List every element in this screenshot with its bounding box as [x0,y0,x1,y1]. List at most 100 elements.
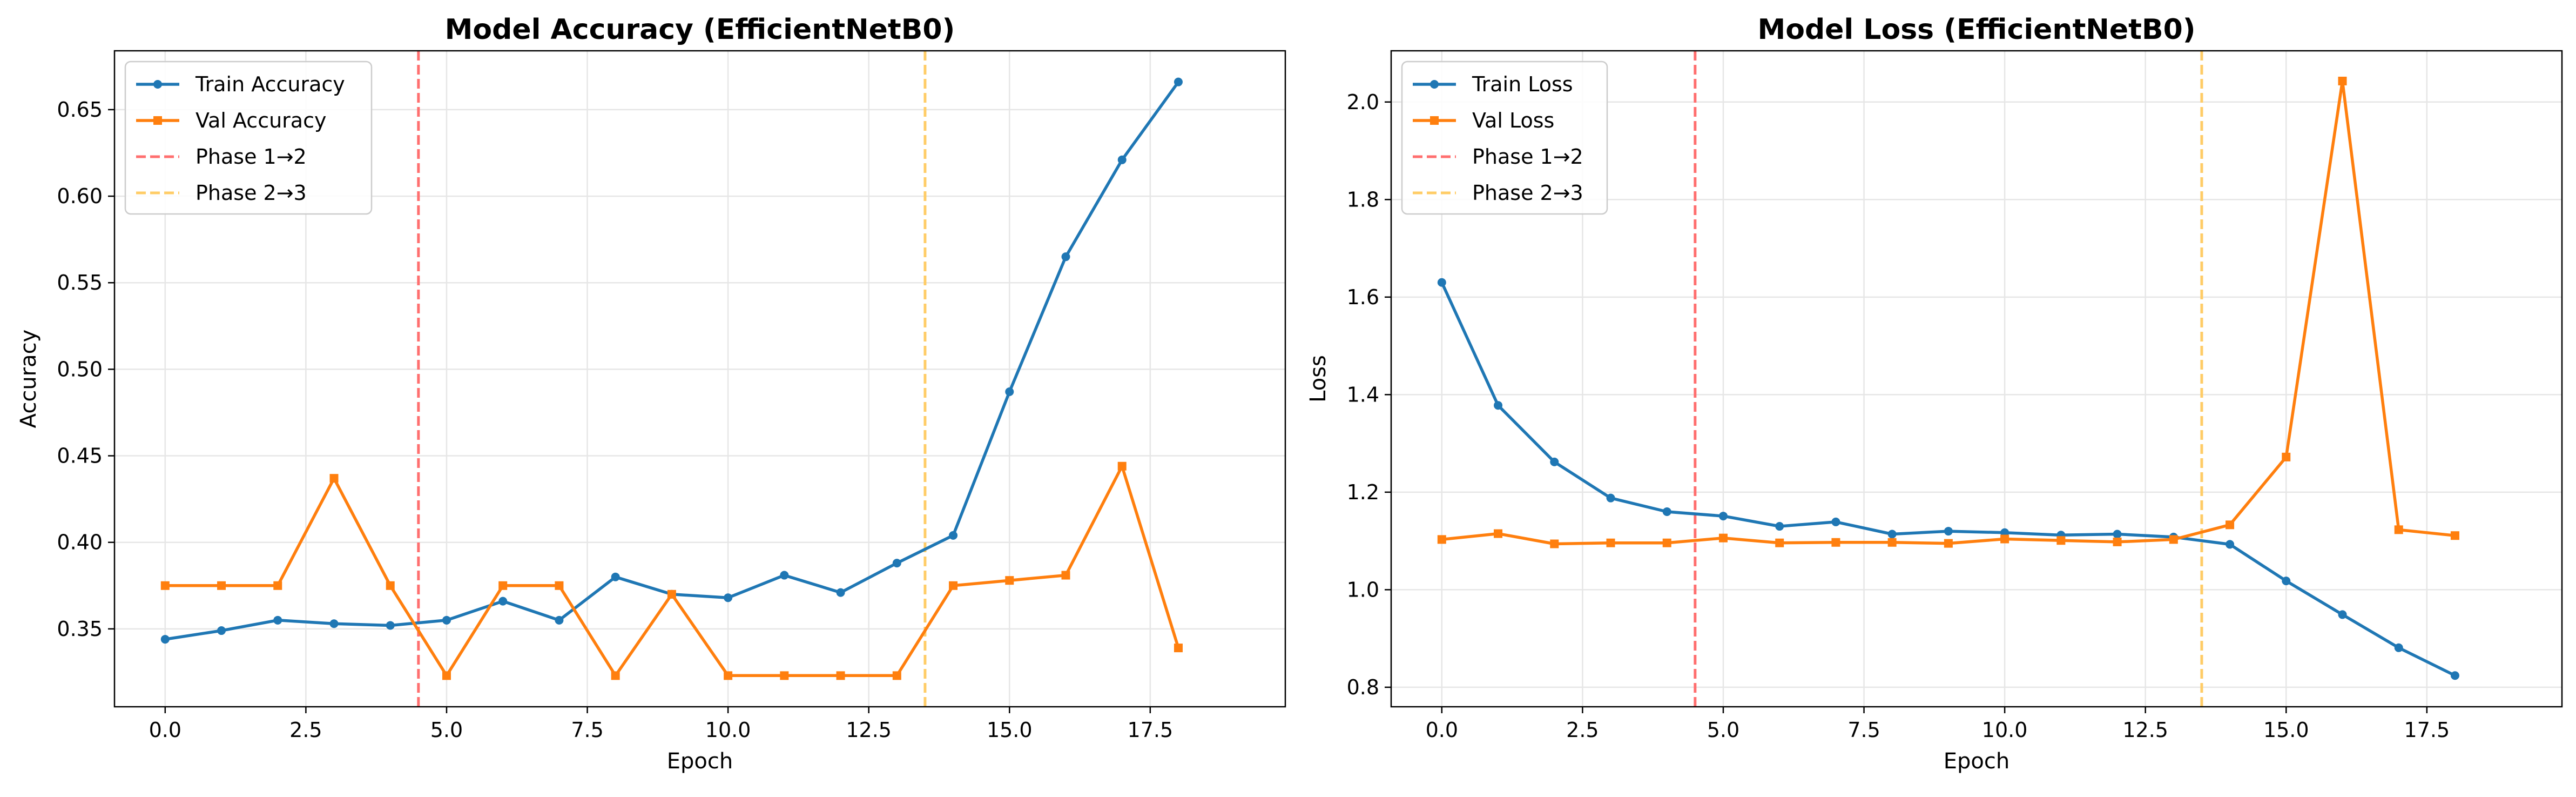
axes-frame [113,50,1286,708]
data-point [1437,535,1446,544]
data-point [2450,531,2459,540]
data-point [555,581,564,590]
data-point [1944,527,1953,536]
legend-marker [153,80,162,89]
legend-item: Phase 2→3 [1413,181,1583,205]
y-tick-label: 1.2 [1347,480,1379,504]
data-point [1775,522,1784,531]
legend: Train Accuracy Val Accuracy Phase 1→2 Phase… [124,61,373,215]
data-point [1944,539,1953,548]
x-tick-label: 17.5 [2404,718,2450,742]
x-tick-label: 15.0 [987,718,1033,742]
x-tick-label: 5.0 [1707,718,1739,742]
x-tick-label: 0.0 [1426,718,1458,742]
legend-label: Train Loss [1472,72,1573,96]
data-point [724,671,733,680]
data-point [498,597,508,606]
data-point [217,626,226,635]
data-point [2338,76,2347,85]
data-point [2282,452,2291,461]
data-point [1005,387,1014,397]
axes-frame [1390,50,2563,708]
x-tick-label: 10.0 [705,718,751,742]
x-tick-label: 12.5 [846,718,892,742]
legend-label: Phase 1→2 [195,145,307,169]
legend-item: Val Accuracy [136,109,326,132]
legend-item: Phase 1→2 [1413,145,1583,169]
y-tick-label: 0.40 [57,531,103,554]
y-tick-label: 1.0 [1347,578,1379,601]
data-point [1437,278,1446,287]
data-point [1887,538,1897,547]
data-point [1061,252,1070,262]
data-point [2113,530,2122,539]
data-point [780,571,789,580]
chart-accuracy: 0.0 2.5 5.0 7.5 10.0 12.5 15.0 17.5 0.35 0.40 0.45… [16,14,1286,774]
data-point [1662,507,1671,516]
y-axis-label: Accuracy [16,330,41,428]
data-point [949,581,958,590]
data-point [329,474,339,483]
data-point [1494,529,1503,538]
data-point [1887,530,1897,539]
chart-title: Model Loss (EfficientNetB0) [1757,14,2195,46]
x-tick-label: 7.5 [1847,718,1880,742]
y-tick-label: 0.55 [57,271,103,294]
legend-item: Train Loss [1413,72,1573,96]
data-point [892,671,901,680]
data-point [2226,520,2235,530]
legend-box [124,61,373,215]
legend-box [1401,61,1608,215]
legend-label: Val Accuracy [195,109,326,132]
data-point [2450,671,2459,680]
data-point [611,572,620,581]
data-point [2394,643,2403,652]
y-tick-label: 0.35 [57,617,103,641]
x-tick-label: 2.5 [289,718,322,742]
x-tick-label: 2.5 [1566,718,1599,742]
data-point [949,531,958,540]
y-tick-label: 1.6 [1347,285,1379,309]
data-point [1117,155,1127,164]
legend-item: Val Loss [1413,109,1554,132]
data-point [667,590,676,599]
data-point [1718,533,1728,543]
legend: Train Loss Val Loss Phase 1→2 Phase 2→3 [1401,61,1608,215]
data-point [2169,535,2178,544]
data-point [1831,538,1840,547]
legend-label: Phase 2→3 [1472,181,1583,205]
y-axis-label: Loss [1306,355,1331,403]
data-point [1494,401,1503,410]
legend-marker [153,116,162,125]
x-axis-label: Epoch [667,749,733,774]
chart-loss: 0.0 2.5 5.0 7.5 10.0 12.5 15.0 17.5 0.8 1.0 1.2 1.4… [1306,14,2563,774]
data-point [1831,517,1840,526]
data-point [2056,536,2066,545]
y-tick-label: 1.4 [1347,383,1379,406]
data-point [2226,540,2235,549]
x-tick-label: 7.5 [571,718,603,742]
data-point [386,621,395,630]
chart-title: Model Accuracy (EfficientNetB0) [445,14,955,46]
y-tick-label: 0.60 [57,184,103,208]
data-point [724,593,733,602]
data-point [1606,493,1615,503]
data-point [611,671,620,680]
data-point [1775,538,1784,547]
data-point [442,615,451,625]
legend-label: Phase 1→2 [1472,145,1583,169]
data-point [1174,77,1183,86]
data-point [1606,538,1615,547]
y-tick-label: 0.45 [57,444,103,468]
legend-label: Train Accuracy [195,72,345,96]
data-point [2338,610,2347,619]
data-point [1550,457,1559,466]
data-point [329,619,339,628]
data-point [836,671,845,680]
y-tick-label: 0.50 [57,357,103,381]
data-point [2000,534,2009,544]
data-point [892,559,901,568]
data-point [780,671,789,680]
y-tick-label: 0.8 [1347,675,1379,699]
